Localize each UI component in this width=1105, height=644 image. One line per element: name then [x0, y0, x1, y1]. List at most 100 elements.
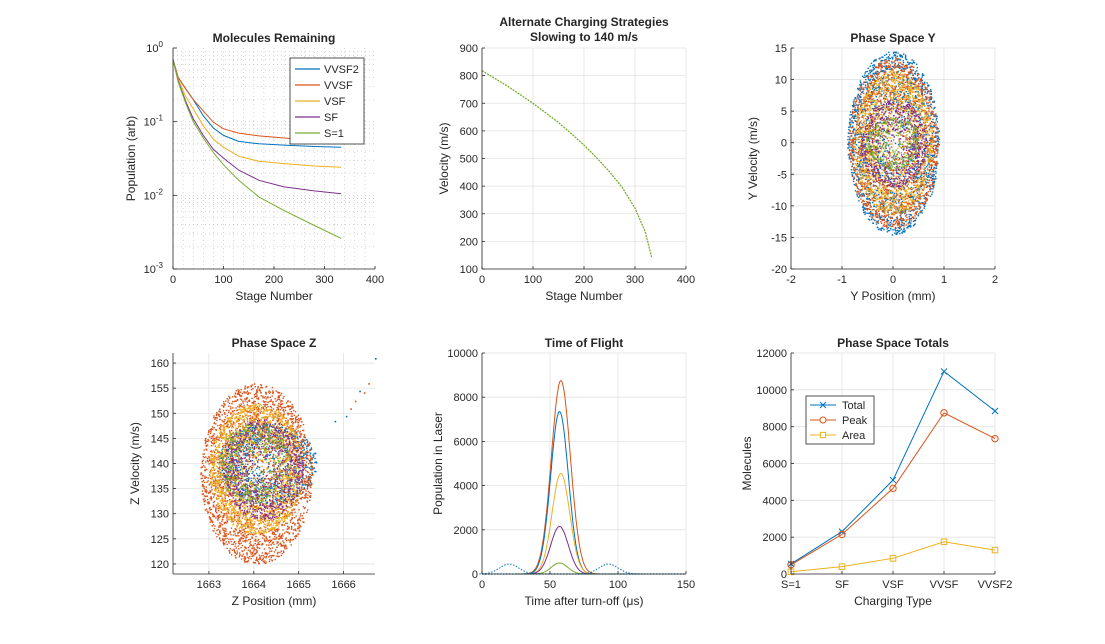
scatter-point: [917, 94, 919, 96]
scatter-point: [861, 155, 864, 158]
scatter-point: [853, 153, 855, 156]
scatter-point: [855, 109, 857, 111]
scatter-point: [925, 137, 928, 139]
scatter-point: [882, 70, 885, 73]
scatter-point: [865, 191, 867, 193]
scatter-point: [887, 76, 889, 78]
scatter-point: [903, 219, 905, 221]
scatter-point: [906, 191, 908, 193]
scatter-point: [867, 139, 869, 141]
scatter-point: [878, 178, 880, 180]
scatter-point: [885, 64, 887, 67]
scatter-point: [875, 73, 877, 75]
scatter-point: [888, 78, 890, 80]
scatter-point: [899, 54, 901, 56]
scatter-point: [931, 134, 933, 136]
scatter-point: [879, 166, 882, 168]
scatter-point: [932, 175, 935, 177]
scatter-point: [926, 101, 928, 104]
scatter-point: [858, 123, 860, 126]
scatter-point: [930, 136, 932, 139]
scatter-point: [864, 113, 866, 115]
scatter-point: [871, 101, 873, 104]
scatter-point: [891, 62, 893, 64]
scatter-point: [921, 201, 923, 204]
scatter-point: [903, 159, 905, 161]
scatter-point: [914, 84, 917, 86]
scatter-point: [861, 169, 863, 171]
x-axis-label: Stage Number: [545, 289, 622, 303]
scatter-point: [854, 117, 856, 120]
scatter-point: [859, 156, 861, 158]
scatter-point: [856, 137, 858, 139]
scatter-point: [896, 59, 899, 61]
scatter-point: [936, 130, 938, 133]
scatter-point: [897, 99, 899, 102]
scatter-point: [900, 206, 902, 208]
scatter-point: [910, 152, 913, 154]
scatter-point: [929, 170, 931, 172]
scatter-point: [881, 200, 883, 202]
scatter-point: [913, 168, 915, 170]
scatter-point: [860, 177, 862, 180]
scatter-point: [899, 55, 901, 57]
scatter-point: [911, 107, 914, 109]
scatter-point: [922, 138, 924, 140]
scatter-point: [881, 172, 883, 174]
scatter-point: [889, 221, 892, 224]
scatter-point: [917, 184, 920, 187]
scatter-point: [883, 168, 885, 170]
scatter-point: [886, 193, 889, 195]
scatter-point: [896, 112, 898, 114]
scatter-point: [899, 122, 902, 124]
scatter-point: [867, 152, 869, 154]
scatter-point: [879, 142, 881, 144]
scatter-point: [886, 67, 889, 69]
scatter-point: [918, 173, 920, 176]
scatter-point: [899, 232, 901, 235]
scatter-point: [883, 223, 885, 226]
scatter-point: [888, 71, 891, 74]
scatter-point: [860, 99, 863, 101]
scatter-point: [867, 130, 869, 133]
scatter-point: [870, 151, 872, 154]
scatter-point: [860, 96, 862, 98]
scatter-point: [875, 60, 877, 62]
scatter-point: [921, 135, 923, 137]
scatter-point: [857, 145, 859, 147]
scatter-point: [857, 109, 859, 111]
scatter-point: [864, 72, 866, 74]
scatter-point: [934, 178, 936, 180]
scatter-point: [863, 123, 866, 125]
scatter-point: [912, 205, 914, 207]
scatter-point: [936, 117, 938, 120]
scatter-point: [883, 205, 885, 208]
scatter-point: [856, 134, 859, 136]
scatter-point: [910, 165, 912, 167]
scatter-point: [928, 176, 930, 178]
scatter-point: [884, 105, 886, 107]
scatter-point: [848, 143, 850, 145]
scatter-point: [880, 139, 882, 142]
scatter-point: [871, 166, 873, 168]
scatter-point: [891, 143, 893, 145]
scatter-point: [937, 132, 939, 134]
scatter-point: [904, 96, 907, 99]
scatter-point: [855, 152, 857, 154]
scatter-point: [919, 211, 921, 213]
scatter-point: [918, 77, 920, 79]
scatter-point: [921, 191, 923, 194]
scatter-point: [902, 79, 905, 81]
scatter-point: [871, 141, 874, 143]
scatter-point: [900, 203, 902, 205]
scatter-point: [933, 124, 935, 126]
scatter-point: [907, 71, 910, 73]
scatter-point: [886, 205, 888, 208]
scatter-point: [924, 133, 926, 136]
scatter-point: [917, 77, 919, 80]
scatter-point: [895, 233, 897, 236]
scatter-point: [888, 68, 890, 70]
scatter-point: [905, 64, 907, 67]
scatter-point: [885, 177, 887, 180]
